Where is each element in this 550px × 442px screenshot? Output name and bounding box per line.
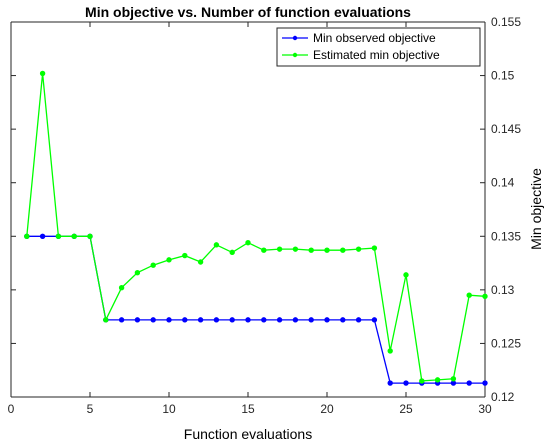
data-point [134, 270, 141, 276]
data-point [261, 317, 267, 323]
data-point [355, 317, 362, 323]
data-point [229, 249, 235, 256]
data-point [292, 246, 299, 252]
data-point [466, 292, 472, 298]
data-point [276, 246, 283, 252]
series-2 [24, 70, 488, 384]
data-point [213, 317, 220, 323]
data-point [182, 317, 188, 323]
data-point [229, 317, 235, 323]
data-point [197, 259, 204, 265]
data-point [118, 285, 125, 291]
y-tick-label: 0.14 [491, 176, 515, 190]
data-point [182, 252, 188, 259]
data-point [292, 317, 299, 323]
legend-label: Min observed objective [313, 31, 436, 45]
y-tick-label: 0.15 [491, 69, 515, 83]
series-layer [24, 70, 488, 386]
data-point [340, 317, 346, 323]
data-point [324, 247, 330, 253]
data-point [403, 272, 409, 278]
data-point [261, 247, 267, 253]
data-point [213, 242, 220, 248]
data-point [387, 348, 393, 354]
legend-marker [292, 35, 298, 41]
y-tick-label: 0.12 [491, 390, 515, 404]
x-tick-label: 25 [399, 402, 413, 416]
y-tick-label: 0.13 [491, 283, 515, 297]
data-point [150, 262, 156, 268]
x-tick-label: 20 [320, 402, 334, 416]
data-point [308, 317, 314, 323]
data-point [308, 247, 314, 253]
plot-area [11, 22, 485, 397]
data-point [134, 317, 141, 323]
y-axis-label: Min objective [528, 168, 544, 250]
data-point [118, 317, 125, 323]
x-tick-label: 5 [87, 402, 94, 416]
data-point [24, 233, 30, 239]
legend: Min observed objective Estimated min obje… [276, 27, 481, 67]
data-point [324, 317, 330, 323]
data-point [466, 380, 472, 386]
data-point [245, 317, 251, 323]
x-tick-label: 15 [241, 402, 255, 416]
chart-title: Min objective vs. Number of function eva… [85, 4, 411, 20]
data-point [87, 233, 93, 239]
data-point [166, 317, 172, 323]
data-point [355, 246, 362, 252]
data-point [450, 380, 457, 386]
data-point [403, 380, 409, 386]
x-axis-label: Function evaluations [184, 426, 312, 442]
data-point [276, 317, 283, 323]
data-point [340, 247, 346, 253]
data-point [55, 233, 62, 239]
x-tick-label: 0 [8, 402, 15, 416]
data-point [387, 380, 393, 386]
x-tick-label: 10 [162, 402, 176, 416]
data-point [371, 317, 378, 323]
data-point [150, 317, 156, 323]
data-point [482, 293, 488, 299]
data-point [39, 233, 46, 239]
y-tick-label: 0.155 [491, 15, 521, 29]
data-point [419, 378, 425, 384]
data-point [482, 380, 488, 386]
y-tick-label: 0.145 [491, 122, 521, 136]
data-point [166, 257, 172, 263]
data-point [371, 245, 378, 251]
legend-box [276, 27, 481, 67]
legend-label: Estimated min objective [313, 48, 440, 62]
data-point [103, 317, 109, 323]
axes: 0 5 10 15 20 25 300.12 0.125 0.13 0.135 0.14 0.145 0… [8, 15, 522, 416]
y-tick-label: 0.125 [491, 336, 521, 350]
y-tick-label: 0.135 [491, 229, 521, 243]
series-line [26, 73, 486, 382]
data-point [245, 240, 251, 246]
legend-marker [292, 52, 298, 58]
data-point [71, 233, 77, 239]
data-point [434, 377, 441, 383]
data-point [197, 317, 204, 323]
data-point [39, 70, 46, 77]
x-tick-label: 30 [478, 402, 492, 416]
data-point [450, 376, 457, 382]
